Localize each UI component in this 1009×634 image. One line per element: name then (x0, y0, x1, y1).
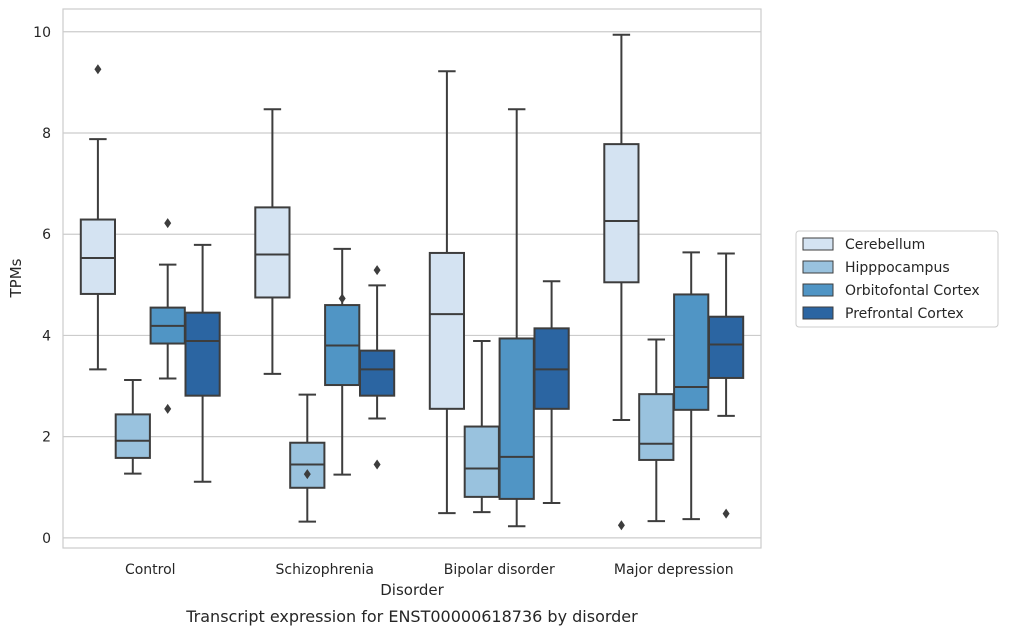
series-2 (149, 108, 710, 528)
legend-label: Orbitofontal Cortex (845, 283, 980, 299)
box-1 (289, 393, 326, 523)
chart-caption: Transcript expression for ENST0000061873… (185, 607, 638, 626)
box-3 (673, 251, 710, 521)
legend-label: Prefrontal Cortex (845, 306, 964, 322)
iqr-box (184, 311, 221, 397)
y-tick-label: 4 (42, 328, 51, 344)
plot-frame (62, 8, 762, 549)
iqr-box (79, 218, 117, 295)
y-axis-title: TPMs (7, 258, 25, 298)
box-1 (324, 247, 361, 476)
y-tick-label: 10 (33, 25, 51, 41)
iqr-box (463, 425, 500, 498)
box-2 (498, 108, 535, 528)
box-0 (149, 218, 186, 414)
legend-label: Cerebellum (845, 237, 925, 253)
box-3 (707, 252, 745, 519)
y-axis-ticks: 0 2 4 6 8 10 (33, 25, 51, 547)
y-tick-label: 6 (42, 227, 51, 243)
outlier-point (338, 293, 346, 304)
iqr-box (428, 251, 466, 410)
x-axis-ticks: Control Schizophrenia Bipolar disorder Majo… (125, 562, 734, 578)
legend-swatch (802, 260, 834, 274)
iqr-box (498, 337, 535, 500)
x-tick-label: Bipolar disorder (444, 562, 555, 578)
iqr-box (707, 315, 745, 379)
legend-swatch (802, 237, 834, 251)
legend-frame (795, 230, 999, 328)
legend-swatch (802, 306, 834, 320)
outlier-point (373, 265, 381, 276)
y-tick-label: 2 (42, 430, 51, 446)
x-axis-title: Disorder (380, 581, 444, 599)
outlier-point (303, 469, 311, 480)
legend-swatch (802, 283, 834, 297)
iqr-box (114, 413, 151, 459)
outlier-point (617, 520, 625, 531)
iqr-box (638, 393, 675, 461)
box-0 (184, 243, 221, 483)
series-0 (79, 33, 640, 531)
outlier-point (373, 459, 381, 470)
iqr-box (603, 143, 640, 284)
outlier-point (164, 218, 172, 229)
y-tick-label: 0 (42, 531, 51, 547)
box-3 (603, 33, 640, 531)
box-1 (358, 265, 396, 470)
series-1 (114, 338, 675, 523)
iqr-box (254, 206, 291, 299)
x-tick-label: Major depression (614, 562, 734, 578)
x-tick-label: Schizophrenia (276, 562, 374, 578)
outlier-point (94, 64, 102, 75)
box-2 (533, 280, 570, 504)
legend-label: Hipppocampus (845, 260, 950, 276)
iqr-box (673, 293, 710, 411)
box-2 (428, 70, 466, 515)
box-2 (463, 340, 500, 514)
y-tick-label: 8 (42, 126, 51, 142)
box-1 (254, 108, 291, 375)
outlier-point (164, 403, 172, 414)
iqr-box (358, 349, 396, 397)
outlier-point (722, 508, 730, 519)
box-series (79, 33, 745, 531)
box-0 (79, 64, 117, 371)
series-3 (184, 243, 745, 519)
box-3 (638, 338, 675, 523)
legend: Cerebellum Hipppocampus Orbitofontal Corte… (795, 230, 999, 328)
box-0 (114, 378, 151, 475)
x-tick-label: Control (125, 562, 176, 578)
